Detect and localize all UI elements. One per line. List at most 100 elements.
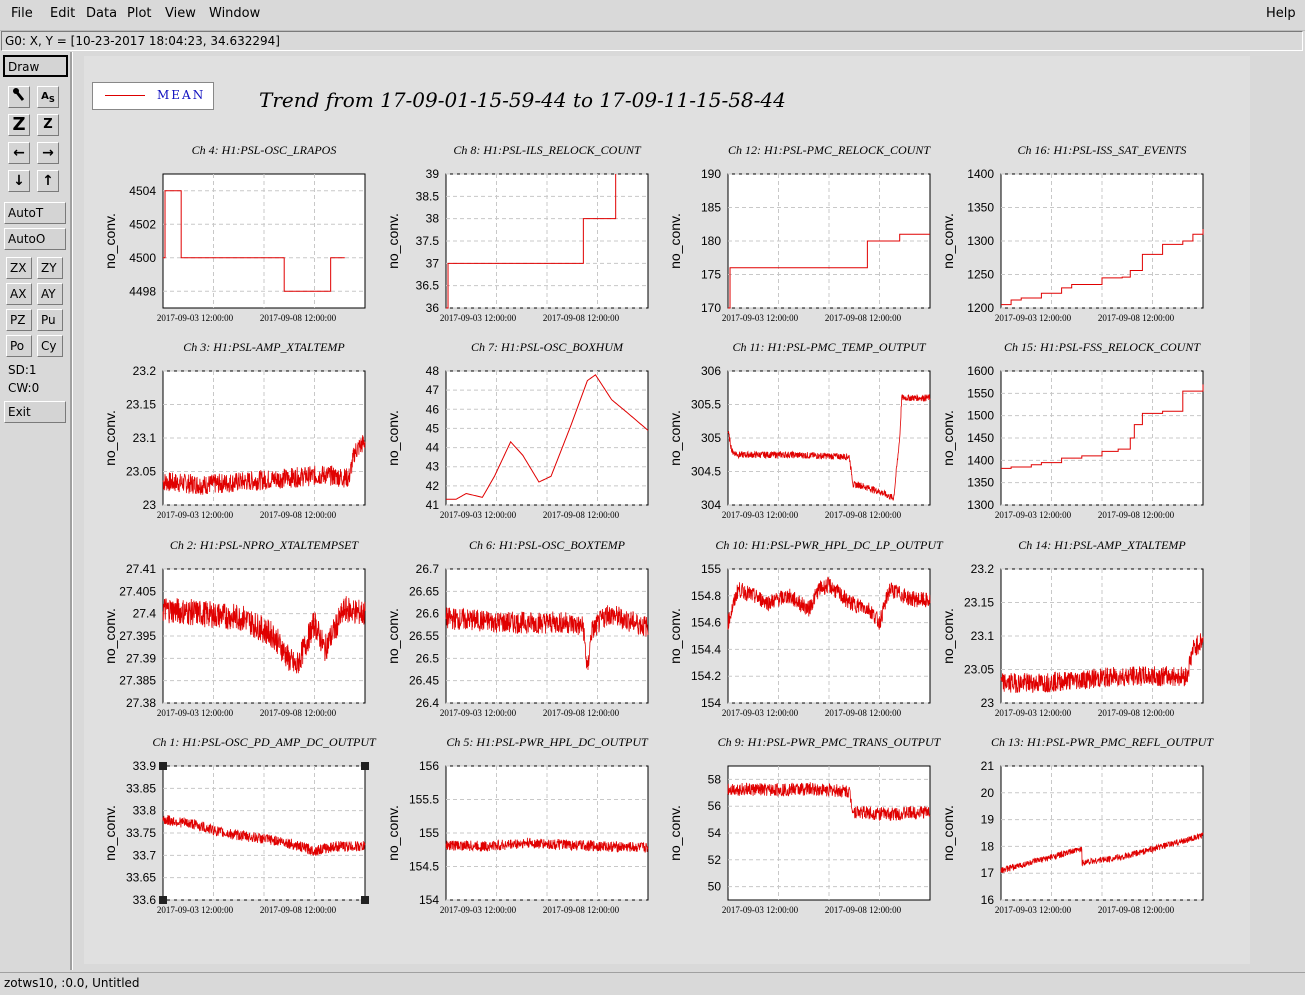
autot-button[interactable]: AutoT bbox=[4, 202, 66, 224]
menu-view[interactable]: View bbox=[165, 6, 196, 21]
data-series-line bbox=[163, 190, 345, 292]
draw-button-label: Draw bbox=[8, 60, 40, 74]
x-tick-label: 2017-09-08 12:00:00 bbox=[543, 313, 620, 323]
trend-title: Trend from 17-09-01-15-59-44 to 17-09-11… bbox=[259, 88, 786, 112]
plot-title: Ch 16: H1:PSL-ISS_SAT_EVENTS bbox=[1018, 143, 1187, 157]
exit-button[interactable]: Exit bbox=[4, 401, 66, 423]
plot-panel[interactable]: 27.4127.40527.427.39527.3927.38527.38201… bbox=[102, 538, 366, 718]
x-tick-label: 2017-09-08 12:00:00 bbox=[825, 510, 902, 520]
y-tick-label: 23.15 bbox=[964, 596, 994, 610]
zx-label: ZX bbox=[10, 261, 27, 275]
y-tick-label: 4498 bbox=[129, 284, 156, 298]
cy-button[interactable]: Cy bbox=[37, 335, 63, 357]
y-axis-label: no_conv. bbox=[385, 410, 401, 466]
zoom-z-small-icon[interactable]: Z bbox=[37, 114, 59, 136]
plot-panel[interactable]: 26.726.6526.626.5526.526.4526.42017-09-0… bbox=[385, 538, 649, 718]
menu-edit[interactable]: Edit bbox=[50, 6, 76, 21]
plot-panel[interactable]: 58 56 54 52 50 2017-09-03 12:00:00 2017-09-08 … bbox=[667, 735, 942, 915]
autoo-button[interactable]: AutoO bbox=[4, 228, 66, 250]
x-tick-label: 2017-09-03 12:00:00 bbox=[157, 510, 234, 520]
menu-file[interactable]: File bbox=[11, 6, 33, 21]
plot-title: Ch 8: H1:PSL-ILS_RELOCK_COUNT bbox=[453, 143, 642, 157]
po-button[interactable]: Po bbox=[6, 335, 32, 357]
y-axis-label: no_conv. bbox=[385, 608, 401, 664]
arrow-left-icon[interactable]: ← bbox=[8, 142, 30, 164]
x-tick-label: 2017-09-03 12:00:00 bbox=[995, 905, 1072, 915]
plot-title: Ch 14: H1:PSL-AMP_XTALTEMP bbox=[1018, 538, 1186, 552]
selection-handle[interactable] bbox=[361, 896, 369, 904]
y-tick-label: 26.5 bbox=[416, 651, 440, 665]
menu-window[interactable]: Window bbox=[209, 6, 261, 21]
autot-label: AutoT bbox=[8, 206, 44, 220]
y-axis-label: no_conv. bbox=[102, 213, 118, 269]
pz-button[interactable]: PZ bbox=[6, 309, 32, 331]
data-series-line bbox=[727, 393, 931, 501]
x-tick-label: 2017-09-08 12:00:00 bbox=[825, 708, 902, 718]
y-tick-label: 17 bbox=[981, 866, 995, 880]
y-tick-label: 1500 bbox=[967, 409, 994, 423]
pu-button[interactable]: Pu bbox=[37, 309, 63, 331]
plot-title: Ch 5: H1:PSL-PWR_HPL_DC_OUTPUT bbox=[446, 735, 649, 749]
y-tick-label: 23.1 bbox=[971, 629, 995, 643]
menu-data[interactable]: Data bbox=[86, 6, 118, 21]
x-tick-label: 2017-09-08 12:00:00 bbox=[1098, 905, 1175, 915]
plot-title: Ch 12: H1:PSL-PMC_RELOCK_COUNT bbox=[728, 143, 931, 157]
y-tick-label: 33.9 bbox=[133, 759, 157, 773]
y-tick-label: 1350 bbox=[967, 201, 994, 215]
arrow-right-icon[interactable]: → bbox=[37, 142, 59, 164]
draw-button[interactable]: Draw bbox=[3, 55, 68, 77]
y-tick-label: 1300 bbox=[967, 234, 994, 248]
cy-label: Cy bbox=[41, 339, 57, 353]
y-tick-label: 170 bbox=[701, 301, 721, 315]
pz-label: PZ bbox=[10, 313, 26, 327]
data-series-line bbox=[1001, 228, 1204, 306]
y-tick-label: 33.8 bbox=[133, 804, 157, 818]
autoo-label: AutoO bbox=[8, 232, 46, 246]
y-tick-label: 58 bbox=[708, 772, 722, 786]
coordinate-readout: G0: X, Y = [10-23-2017 18:04:23, 34.6322… bbox=[5, 34, 280, 48]
data-series-line bbox=[445, 837, 649, 853]
selection-handle[interactable] bbox=[159, 762, 167, 770]
ax-button[interactable]: AX bbox=[6, 283, 32, 305]
plot-panel[interactable]: 4504 4502 4500 4498 2017-09-03 12:00:00 2017-… bbox=[102, 143, 366, 323]
arrow-up-icon[interactable]: ↑ bbox=[37, 170, 59, 192]
ay-button[interactable]: AY bbox=[37, 283, 63, 305]
y-axis-label: no_conv. bbox=[385, 805, 401, 861]
y-tick-label: 1400 bbox=[967, 167, 994, 181]
menu-plot[interactable]: Plot bbox=[127, 6, 152, 21]
data-series-line bbox=[445, 605, 649, 671]
arrow-down-icon[interactable]: ↓ bbox=[8, 170, 30, 192]
zy-button[interactable]: ZY bbox=[37, 257, 63, 279]
y-axis-label: no_conv. bbox=[940, 805, 956, 861]
y-tick-label: 190 bbox=[701, 167, 721, 181]
zx-button[interactable]: ZX bbox=[6, 257, 32, 279]
sidebar-divider[interactable] bbox=[70, 52, 73, 970]
y-tick-label: 36 bbox=[426, 301, 440, 315]
plot-panel[interactable]: 33.933.8533.833.7533.733.6533.62017-09-0… bbox=[102, 735, 377, 915]
y-axis-label: no_conv. bbox=[940, 410, 956, 466]
x-tick-label: 2017-09-03 12:00:00 bbox=[722, 708, 799, 718]
selection-handle[interactable] bbox=[159, 896, 167, 904]
zoom-z-large-icon[interactable]: Z bbox=[8, 114, 30, 136]
y-tick-label: 305.5 bbox=[691, 398, 721, 412]
y-tick-label: 33.7 bbox=[133, 848, 157, 862]
exit-label: Exit bbox=[8, 405, 31, 419]
menu-help[interactable]: Help bbox=[1266, 6, 1296, 21]
zoom-tool-icon[interactable] bbox=[8, 86, 30, 108]
y-axis-label: no_conv. bbox=[940, 213, 956, 269]
y-tick-label: 27.395 bbox=[119, 629, 156, 643]
selection-handle[interactable] bbox=[361, 762, 369, 770]
axis-scale-icon[interactable]: AS bbox=[37, 86, 59, 108]
y-axis-label: no_conv. bbox=[667, 410, 683, 466]
